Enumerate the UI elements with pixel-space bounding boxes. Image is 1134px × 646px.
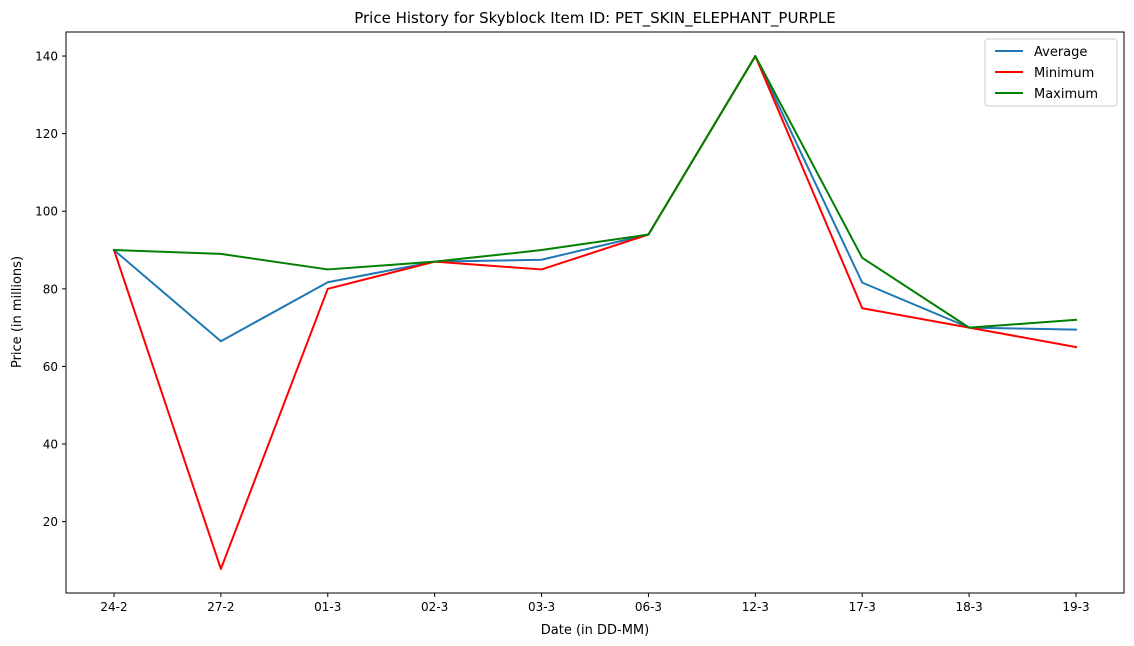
x-tick-label: 03-3 [528, 600, 555, 614]
x-tick-label: 19-3 [1062, 600, 1089, 614]
series-layer [112, 55, 1078, 570]
legend-label-minimum: Minimum [1034, 66, 1094, 81]
legend-box [984, 38, 1118, 107]
x-tick-label: 06-3 [635, 600, 662, 614]
legend-label-average: Average [1034, 45, 1087, 60]
y-tick-label: 40 [43, 438, 58, 452]
y-tick-label: 60 [43, 360, 58, 374]
series-line-average [112, 55, 1078, 343]
series-line-minimum [112, 55, 1078, 570]
x-tick-label: 02-3 [421, 600, 448, 614]
y-tick-label: 140 [35, 50, 58, 64]
x-tick-label: 17-3 [849, 600, 876, 614]
y-tick-label: 20 [43, 515, 58, 529]
x-tick-label: 12-3 [742, 600, 769, 614]
x-axis-label: Date (in DD-MM) [541, 623, 649, 638]
legend: Average Minimum Maximum [984, 38, 1118, 107]
y-axis-label: Price (in millions) [10, 256, 25, 368]
series-line-maximum [112, 55, 1078, 329]
x-tick-label: 24-2 [100, 600, 127, 614]
x-axis: 24-2 27-2 01-3 02-3 03-3 06-3 12-3 17-3 18-3 19-3 [100, 593, 1090, 614]
y-tick-label: 100 [35, 205, 58, 219]
x-tick-label: 27-2 [207, 600, 234, 614]
chart-title: Price History for Skyblock Item ID: PET_… [354, 9, 836, 28]
legend-label-maximum: Maximum [1034, 87, 1098, 102]
y-axis: 20 40 60 80 100 120 140 [35, 50, 66, 529]
x-tick-label: 18-3 [955, 600, 982, 614]
axes-frame [65, 31, 1125, 594]
y-tick-label: 120 [35, 127, 58, 141]
x-tick-label: 01-3 [314, 600, 341, 614]
y-tick-label: 80 [43, 282, 58, 296]
